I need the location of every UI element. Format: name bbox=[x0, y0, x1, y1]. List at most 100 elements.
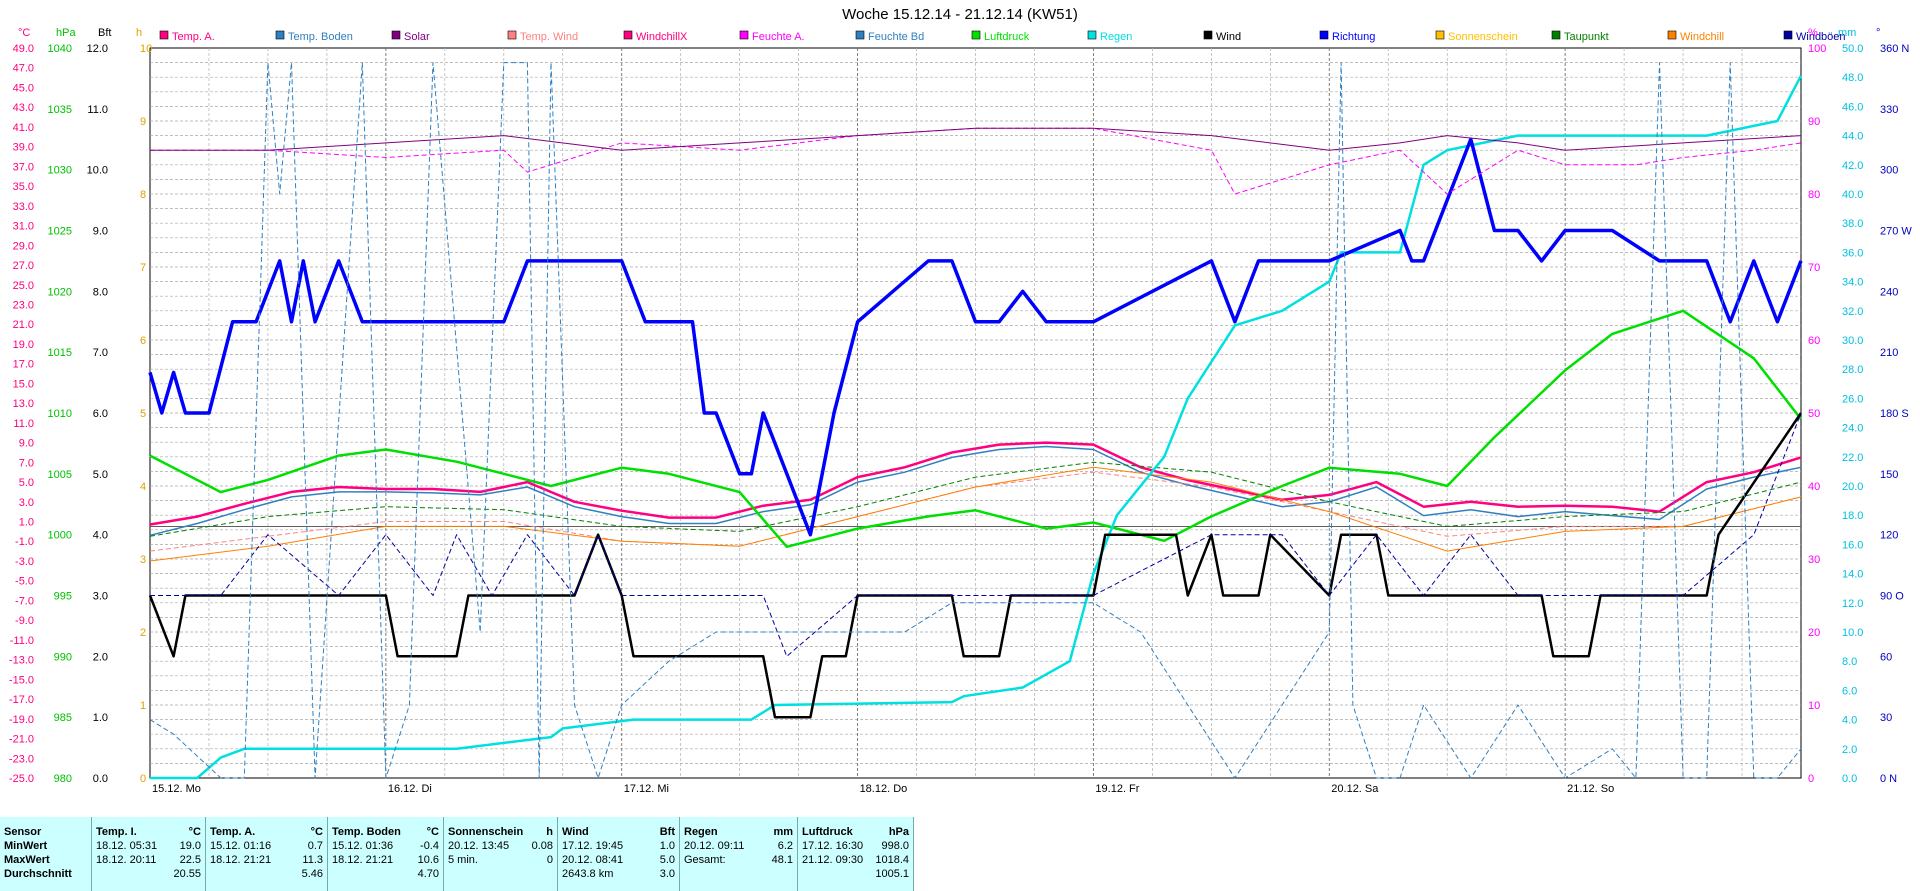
rain-tick-label: 18.0 bbox=[1842, 510, 1863, 522]
stat-value: 1005.1 bbox=[875, 868, 909, 880]
temp-tick-label: 49.0 bbox=[13, 43, 34, 55]
stat-label: 15.12. 01:16 bbox=[210, 840, 272, 852]
stat-row: Gesamt: 48.1 bbox=[680, 853, 797, 867]
temp-tick-label: 7.0 bbox=[19, 457, 34, 469]
stat-label: Wind bbox=[562, 826, 589, 838]
rain-tick-label: 46.0 bbox=[1842, 101, 1863, 113]
x-tick-label: 17.12. Mi bbox=[624, 783, 669, 795]
legend-label: Windböen bbox=[1796, 31, 1846, 43]
stat-label: 5 min. bbox=[448, 854, 478, 866]
hours-tick-label: 4 bbox=[140, 481, 146, 493]
direction-tick-label: 0 N bbox=[1880, 773, 1897, 785]
rain-tick-label: 12.0 bbox=[1842, 598, 1863, 610]
temp-tick-label: 45.0 bbox=[13, 82, 34, 94]
temp-tick-label: 17.0 bbox=[13, 359, 34, 371]
temp-tick-label: 35.0 bbox=[13, 181, 34, 193]
pressure-tick-label: 1010 bbox=[48, 408, 72, 420]
stat-row: 20.12. 13:45 0.08 bbox=[444, 839, 557, 853]
stat-value: 10.6 bbox=[417, 854, 439, 866]
bft-tick-label: 12.0 bbox=[87, 43, 108, 55]
stat-label: 2643.8 km bbox=[562, 868, 614, 880]
humidity-tick-label: 70 bbox=[1808, 262, 1820, 274]
temp-tick-label: -25.0 bbox=[9, 773, 34, 785]
legend-label: Luftdruck bbox=[984, 31, 1030, 43]
hours-tick-label: 0 bbox=[140, 773, 146, 785]
legend-swatch bbox=[623, 30, 633, 40]
legend-label: Feuchte Bd bbox=[868, 31, 924, 43]
stat-label: 18.12. 21:21 bbox=[210, 854, 272, 866]
stat-row: 18.12. 20:11 22.5 bbox=[92, 853, 205, 867]
legend-label: Solar bbox=[404, 31, 430, 43]
pressure-tick-label: 995 bbox=[54, 591, 72, 603]
stat-value: 0.08 bbox=[531, 840, 553, 852]
stat-row: Temp. A. °C bbox=[206, 825, 327, 839]
humidity-tick-label: 90 bbox=[1808, 116, 1820, 128]
temp-tick-label: 19.0 bbox=[13, 339, 34, 351]
stat-block: Regen mm 20.12. 09:11 6.2 Gesamt: 48.1 bbox=[680, 817, 798, 891]
direction-tick-label: 90 O bbox=[1880, 591, 1904, 603]
pressure-tick-label: 1025 bbox=[48, 226, 72, 238]
statistics-table: Sensor MinWert MaxWert Durchschnitt Temp. I.… bbox=[0, 817, 1920, 891]
legend-item: Taupunkt bbox=[1551, 30, 1609, 43]
legend-label: Temp. A. bbox=[172, 31, 215, 43]
stat-value: 1.0 bbox=[659, 840, 675, 852]
temp-tick-label: 15.0 bbox=[13, 378, 34, 390]
axis-unit-label: ° bbox=[1876, 27, 1880, 39]
stat-value: 11.3 bbox=[302, 854, 323, 866]
humidity-tick-label: 50 bbox=[1808, 408, 1820, 420]
rain-tick-label: 34.0 bbox=[1842, 277, 1863, 289]
legend-item: Regen bbox=[1087, 30, 1132, 43]
stat-value: 6.2 bbox=[777, 840, 793, 852]
temp-tick-label: 31.0 bbox=[13, 221, 34, 233]
stat-block: Temp. A. °C 15.12. 01:16 0.7 18.12. 21:21 11.… bbox=[206, 817, 328, 891]
humidity-tick-label: 60 bbox=[1808, 335, 1820, 347]
stat-label: 20.12. 09:11 bbox=[684, 840, 745, 852]
humidity-tick-label: 30 bbox=[1808, 554, 1820, 566]
stat-row bbox=[680, 867, 797, 881]
stat-row: 20.12. 08:41 5.0 bbox=[558, 853, 679, 867]
stat-label: 20.12. 08:41 bbox=[562, 854, 624, 866]
direction-tick-label: 240 bbox=[1880, 286, 1898, 298]
pressure-tick-label: 1040 bbox=[48, 43, 72, 55]
legend-item: Feuchte Bd bbox=[855, 30, 924, 43]
stat-label: Temp. A. bbox=[210, 826, 256, 838]
hours-tick-label: 10 bbox=[140, 43, 152, 55]
bft-tick-label: 5.0 bbox=[93, 469, 108, 481]
hours-tick-label: 8 bbox=[140, 189, 146, 201]
direction-tick-label: 60 bbox=[1880, 651, 1892, 663]
bft-tick-label: 8.0 bbox=[93, 286, 108, 298]
legend-swatch bbox=[1551, 30, 1561, 40]
stat-value: 5.0 bbox=[659, 854, 675, 866]
direction-tick-label: 30 bbox=[1880, 712, 1892, 724]
stat-value: 1018.4 bbox=[875, 854, 909, 866]
pressure-tick-label: 1000 bbox=[48, 530, 72, 542]
bft-tick-label: 7.0 bbox=[93, 347, 108, 359]
stat-value: 20.55 bbox=[173, 868, 201, 880]
temp-tick-label: 33.0 bbox=[13, 201, 34, 213]
direction-tick-label: 210 bbox=[1880, 347, 1898, 359]
rain-tick-label: 42.0 bbox=[1842, 160, 1863, 172]
axis-unit-label: % bbox=[1808, 27, 1818, 39]
stat-value: 0.7 bbox=[307, 840, 323, 852]
legend-label: Regen bbox=[1100, 31, 1132, 43]
legend-label: Sonnenschein bbox=[1448, 31, 1518, 43]
chart-title: Woche 15.12.14 - 21.12.14 (KW51) bbox=[842, 6, 1078, 23]
legend-item: Solar bbox=[391, 30, 430, 43]
bft-tick-label: 6.0 bbox=[93, 408, 108, 420]
legend-label: Windchill bbox=[1680, 31, 1724, 43]
legend-item: Luftdruck bbox=[971, 30, 1030, 43]
temp-tick-label: 41.0 bbox=[13, 122, 34, 134]
direction-tick-label: 330 bbox=[1880, 104, 1898, 116]
rain-tick-label: 30.0 bbox=[1842, 335, 1863, 347]
rain-tick-label: 10.0 bbox=[1842, 627, 1863, 639]
stat-value: 998.0 bbox=[881, 840, 909, 852]
stat-row: Sonnenschein h bbox=[444, 825, 557, 839]
rain-tick-label: 4.0 bbox=[1842, 715, 1857, 727]
stat-label: Durchschnitt bbox=[4, 868, 72, 880]
temp-tick-label: -5.0 bbox=[15, 576, 34, 588]
direction-tick-label: 360 N bbox=[1880, 43, 1909, 55]
humidity-tick-label: 10 bbox=[1808, 700, 1820, 712]
temp-tick-label: -15.0 bbox=[9, 674, 34, 686]
pressure-tick-label: 1020 bbox=[48, 286, 72, 298]
stat-label: 15.12. 01:36 bbox=[332, 840, 394, 852]
